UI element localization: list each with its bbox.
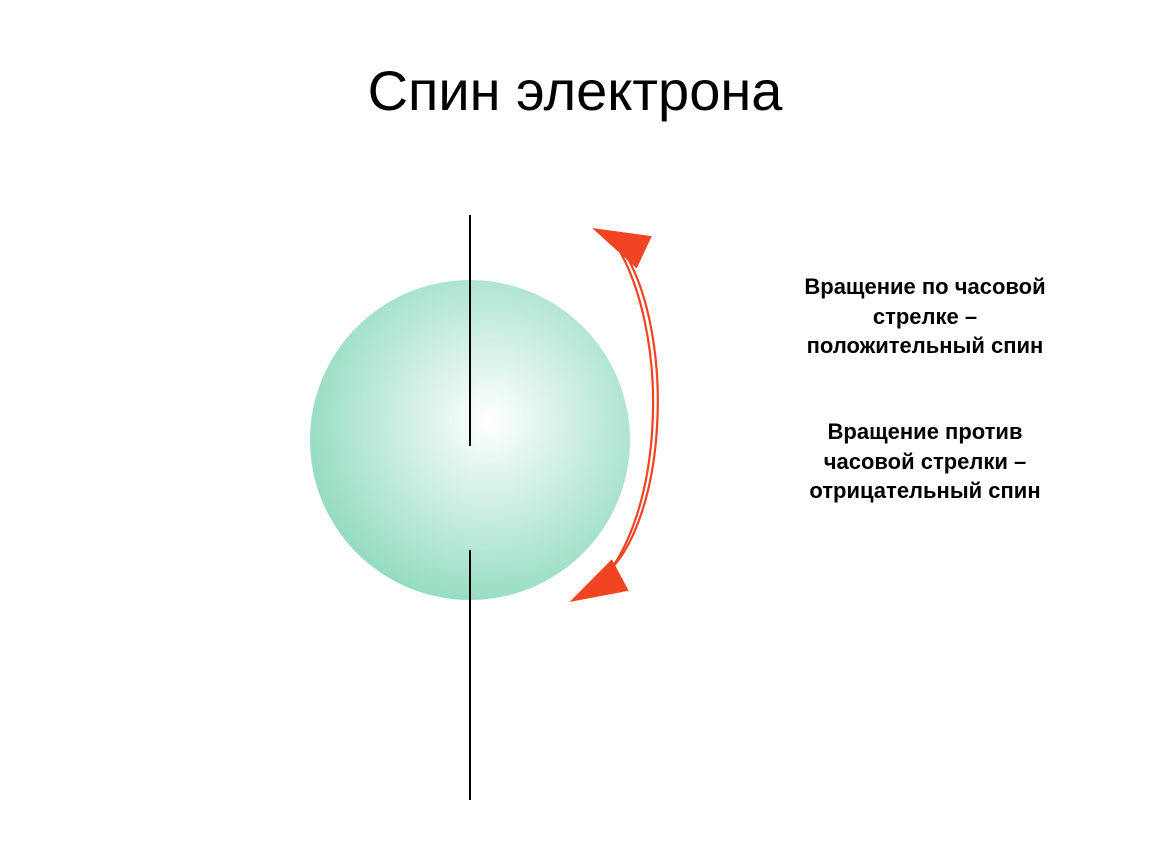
counterclockwise-label-line3: отрицательный спин bbox=[809, 478, 1040, 503]
counterclockwise-label-line1: Вращение против bbox=[828, 419, 1023, 444]
clockwise-label-line1: Вращение по часовой bbox=[804, 274, 1045, 299]
clockwise-label-line3: положительный спин bbox=[807, 333, 1044, 358]
axis-line-top bbox=[469, 215, 471, 446]
counterclockwise-label: Вращение против часовой стрелки – отрица… bbox=[775, 417, 1075, 506]
counterclockwise-label-line2: часовой стрелки – bbox=[824, 449, 1027, 474]
clockwise-label: Вращение по часовой стрелке – положитель… bbox=[775, 272, 1075, 361]
electron-spin-diagram: Вращение по часовой стрелке – положитель… bbox=[0, 0, 1150, 864]
axis-line-bottom bbox=[469, 550, 471, 800]
clockwise-label-line2: стрелке – bbox=[873, 304, 977, 329]
